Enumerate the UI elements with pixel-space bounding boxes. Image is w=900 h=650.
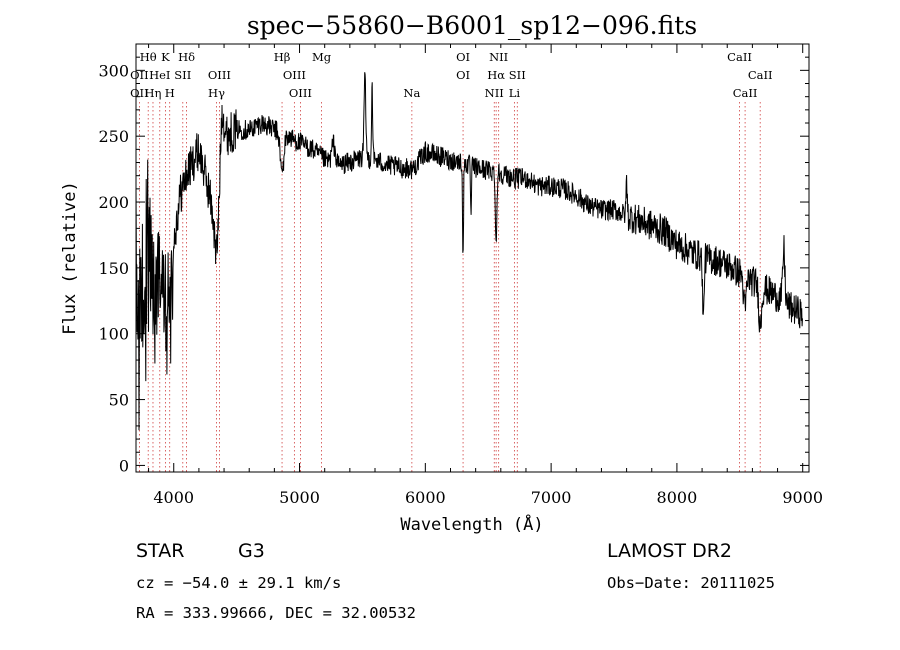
spectral-line-labels: Hθ K Hδ Hβ Mg OI NII CaII OII HeI SII OIII OIII OI Hα S… — [130, 50, 772, 100]
line-label: Hβ — [274, 50, 291, 64]
spectrum-series — [135, 72, 803, 431]
y-tick-label: 300 — [98, 61, 129, 80]
y-tick-label: 250 — [98, 127, 129, 146]
x-tick-label: 8000 — [657, 488, 698, 507]
line-label: Hδ — [178, 50, 195, 64]
line-label: CaII — [727, 50, 752, 64]
line-label: HeI — [149, 68, 170, 82]
x-tick-label: 6000 — [405, 488, 446, 507]
y-axis: 0 50 100 150 200 250 300 — [98, 56, 809, 475]
survey-name: LAMOST DR2 — [607, 540, 732, 562]
redshift-velocity: cz = −54.0 ± 29.1 km/s — [136, 574, 342, 592]
x-tick-label: 4000 — [153, 488, 194, 507]
x-tick-label: 5000 — [279, 488, 320, 507]
line-label: OIII — [283, 68, 306, 82]
line-label: Hα — [487, 68, 505, 82]
line-label: OII — [130, 68, 149, 82]
line-label: OIII — [208, 68, 231, 82]
x-axis-label: Wavelength (Å) — [400, 513, 543, 535]
y-tick-label: 150 — [98, 259, 129, 278]
x-tick-label: 9000 — [782, 488, 823, 507]
line-label: Mg — [312, 50, 332, 64]
y-axis-label: Flux (relative) — [60, 181, 80, 335]
object-class: STAR — [136, 540, 185, 562]
line-label: OI — [456, 68, 470, 82]
line-label: Hθ — [140, 50, 157, 64]
observation-date: Obs−Date: 20111025 — [607, 574, 775, 592]
line-label: CaII — [748, 68, 773, 82]
y-tick-label: 0 — [119, 456, 129, 475]
x-tick-label: 7000 — [531, 488, 572, 507]
line-label: K — [161, 50, 170, 64]
line-label: SII — [509, 68, 526, 82]
line-label: NII — [485, 86, 504, 100]
line-label: Hη — [145, 86, 162, 100]
object-subclass: G3 — [238, 540, 265, 562]
line-label: CaII — [733, 86, 758, 100]
line-label: H — [165, 86, 175, 100]
y-tick-label: 100 — [98, 325, 129, 344]
y-tick-label: 200 — [98, 193, 129, 212]
y-tick-label: 50 — [109, 391, 129, 410]
line-label: Li — [509, 86, 521, 100]
line-label: Na — [403, 86, 420, 100]
coordinates: RA = 333.99666, DEC = 32.00532 — [136, 604, 416, 622]
line-label: Hγ — [208, 86, 225, 100]
plot-frame — [135, 43, 810, 473]
chart-title: spec−55860−B6001_sp12−096.fits — [247, 11, 697, 40]
line-label: NII — [489, 50, 508, 64]
line-label: OII — [130, 86, 149, 100]
x-axis: 4000 5000 6000 7000 8000 9000 — [148, 44, 823, 507]
line-label: OIII — [289, 86, 312, 100]
line-label: SII — [174, 68, 191, 82]
line-label: OI — [456, 50, 470, 64]
